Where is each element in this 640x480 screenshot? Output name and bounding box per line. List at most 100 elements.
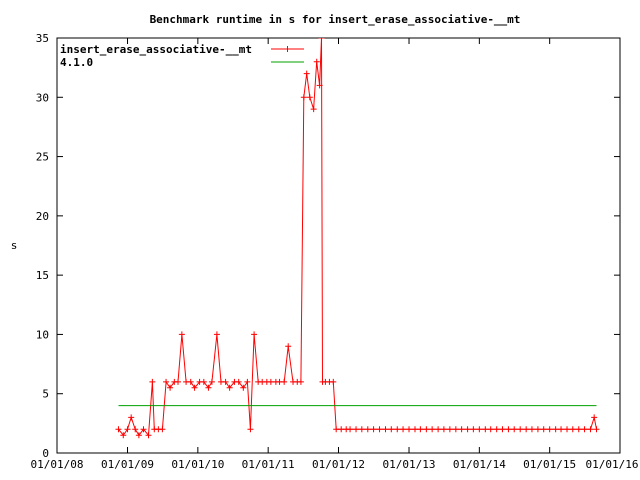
data-point-s1-22 <box>205 384 212 391</box>
data-point-s1-93 <box>546 426 553 433</box>
x-tick-label-7: 01/01/15 <box>523 458 576 471</box>
data-point-s1-50 <box>316 82 323 89</box>
data-point-s1-12 <box>163 378 170 385</box>
legend-label-series-1: insert_erase_associative-__mt <box>60 43 252 56</box>
data-point-s1-68 <box>400 426 407 433</box>
data-point-s1-45 <box>300 94 307 101</box>
y-tick-label-5: 25 <box>36 151 49 164</box>
data-point-s1-89 <box>523 426 530 433</box>
data-point-s1-77 <box>452 426 459 433</box>
data-point-s1-79 <box>464 426 471 433</box>
data-point-s1-70 <box>411 426 418 433</box>
data-point-s1-56 <box>333 426 340 433</box>
data-point-s1-72 <box>423 426 430 433</box>
data-point-s1-87 <box>511 426 518 433</box>
y-tick-label-7: 35 <box>36 32 49 45</box>
data-point-s1-16 <box>178 331 185 338</box>
data-point-s1-31 <box>244 378 251 385</box>
data-point-s1-66 <box>388 426 395 433</box>
data-point-s1-94 <box>552 426 559 433</box>
data-point-s1-5 <box>135 432 142 439</box>
data-point-s1-69 <box>406 426 413 433</box>
data-point-s1-15 <box>175 378 182 385</box>
data-point-s1-76 <box>446 426 453 433</box>
data-point-s1-0 <box>115 426 122 433</box>
data-point-s1-13 <box>167 384 174 391</box>
x-tick-label-4: 01/01/12 <box>312 458 365 471</box>
data-point-s1-61 <box>358 426 365 433</box>
data-point-s1-27 <box>226 384 233 391</box>
data-point-s1-74 <box>435 426 442 433</box>
y-tick-label-3: 15 <box>36 269 49 282</box>
data-point-s1-85 <box>499 426 506 433</box>
data-point-s1-67 <box>394 426 401 433</box>
y-tick-label-2: 10 <box>36 328 49 341</box>
data-point-s1-97 <box>569 426 576 433</box>
data-point-s1-63 <box>370 426 377 433</box>
data-point-s1-57 <box>338 426 345 433</box>
data-point-s1-80 <box>470 426 477 433</box>
legend-label-series-2: 4.1.0 <box>60 56 93 69</box>
y-tick-label-4: 20 <box>36 210 49 223</box>
data-point-s1-55 <box>330 378 337 385</box>
data-point-s1-90 <box>528 426 535 433</box>
data-point-s1-8 <box>149 378 156 385</box>
data-point-s1-96 <box>564 426 571 433</box>
data-point-s1-83 <box>487 426 494 433</box>
data-point-s1-86 <box>505 426 512 433</box>
data-point-s1-92 <box>540 426 547 433</box>
data-point-s1-26 <box>222 378 229 385</box>
y-tick-label-1: 5 <box>42 388 49 401</box>
legend: insert_erase_associative-__mt 4.1.0 <box>60 43 304 69</box>
data-point-s1-99 <box>581 426 588 433</box>
data-point-s1-32 <box>247 426 254 433</box>
data-point-s1-2 <box>124 426 131 433</box>
data-point-s1-82 <box>482 426 489 433</box>
data-point-s1-48 <box>310 106 317 113</box>
data-point-s1-75 <box>440 426 447 433</box>
data-point-s1-49 <box>313 58 320 65</box>
x-tick-label-3: 01/01/11 <box>242 458 295 471</box>
data-point-s1-60 <box>353 426 360 433</box>
data-point-s1-71 <box>417 426 424 433</box>
chart-title: Benchmark runtime in s for insert_erase_… <box>150 13 521 26</box>
data-point-s1-29 <box>235 378 242 385</box>
data-point-s1-78 <box>458 426 465 433</box>
data-point-s1-59 <box>347 426 354 433</box>
data-point-s1-84 <box>493 426 500 433</box>
data-point-s1-88 <box>517 426 524 433</box>
data-point-s1-11 <box>159 426 166 433</box>
x-tick-label-5: 01/01/13 <box>383 458 436 471</box>
data-point-s1-21 <box>200 378 207 385</box>
x-tick-label-6: 01/01/14 <box>453 458 506 471</box>
data-point-s1-24 <box>213 331 220 338</box>
data-point-s1-98 <box>575 426 582 433</box>
data-point-s1-101 <box>591 414 598 421</box>
data-point-s1-40 <box>281 378 288 385</box>
data-point-s1-47 <box>306 94 313 101</box>
data-point-s1-23 <box>208 378 215 385</box>
data-point-s1-73 <box>429 426 436 433</box>
data-point-s1-46 <box>303 70 310 77</box>
data-point-s1-65 <box>382 426 389 433</box>
data-point-s1-64 <box>376 426 383 433</box>
x-tick-label-8: 01/01/16 <box>586 458 639 471</box>
data-point-s1-1 <box>120 432 127 439</box>
data-point-s1-33 <box>251 331 258 338</box>
data-point-s1-62 <box>364 426 371 433</box>
data-point-s1-91 <box>534 426 541 433</box>
data-point-s1-37 <box>267 378 274 385</box>
x-tick-label-0: 01/01/08 <box>31 458 84 471</box>
series-group <box>115 38 600 439</box>
data-point-s1-81 <box>476 426 483 433</box>
data-point-s1-30 <box>240 384 247 391</box>
data-point-s1-51 <box>318 38 325 41</box>
x-tick-label-2: 01/01/10 <box>171 458 224 471</box>
legend-marker-series-1 <box>284 46 291 52</box>
plot-frame-group: 0 5 10 15 20 25 30 35 01/01/08 01/01/09 01/01/10 01… <box>31 32 639 471</box>
data-point-s1-6 <box>140 426 147 433</box>
y-tick-label-6: 30 <box>36 91 49 104</box>
data-point-s1-19 <box>191 384 198 391</box>
data-point-s1-41 <box>285 343 292 350</box>
data-point-s1-18 <box>187 378 194 385</box>
